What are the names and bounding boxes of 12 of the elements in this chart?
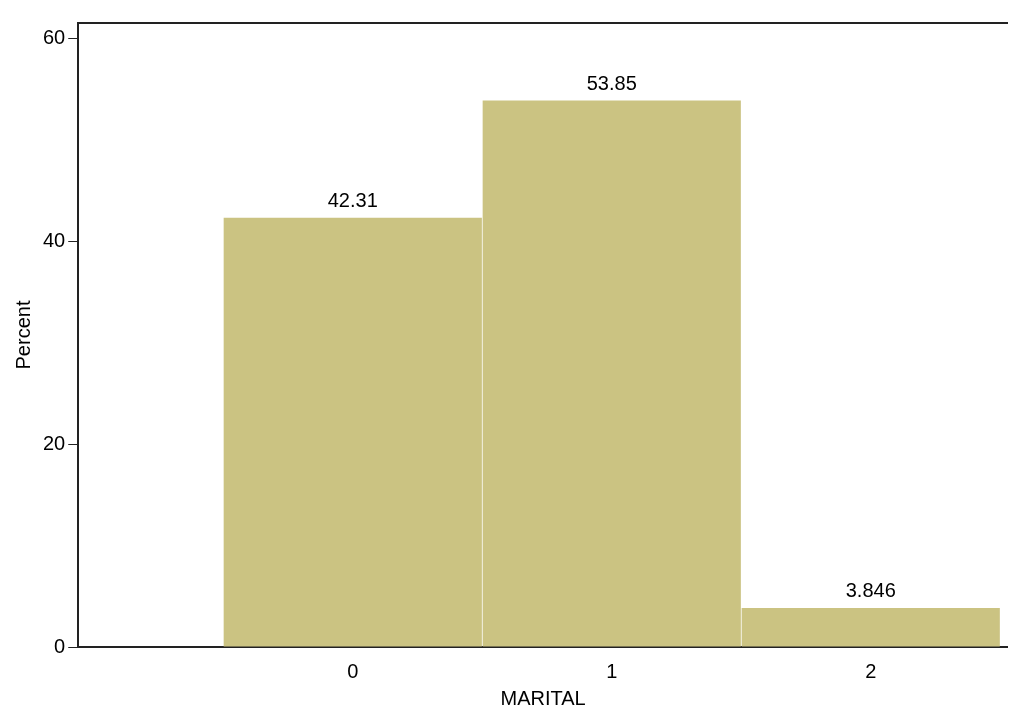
y-tick-label: 60 xyxy=(43,25,66,48)
x-tick-label: 0 xyxy=(347,659,359,682)
x-axis-title: MARITAL xyxy=(500,686,586,709)
y-tick-label: 0 xyxy=(54,634,66,657)
x-tick-label: 1 xyxy=(606,659,618,682)
y-axis-title: Percent xyxy=(11,300,34,370)
y-tick-label: 40 xyxy=(43,228,66,251)
data-label: 3.846 xyxy=(845,579,896,602)
x-tick-label: 2 xyxy=(865,659,877,682)
data-label: 42.31 xyxy=(327,189,378,212)
data-label: 53.85 xyxy=(586,72,637,95)
y-tick-label: 20 xyxy=(43,431,66,454)
